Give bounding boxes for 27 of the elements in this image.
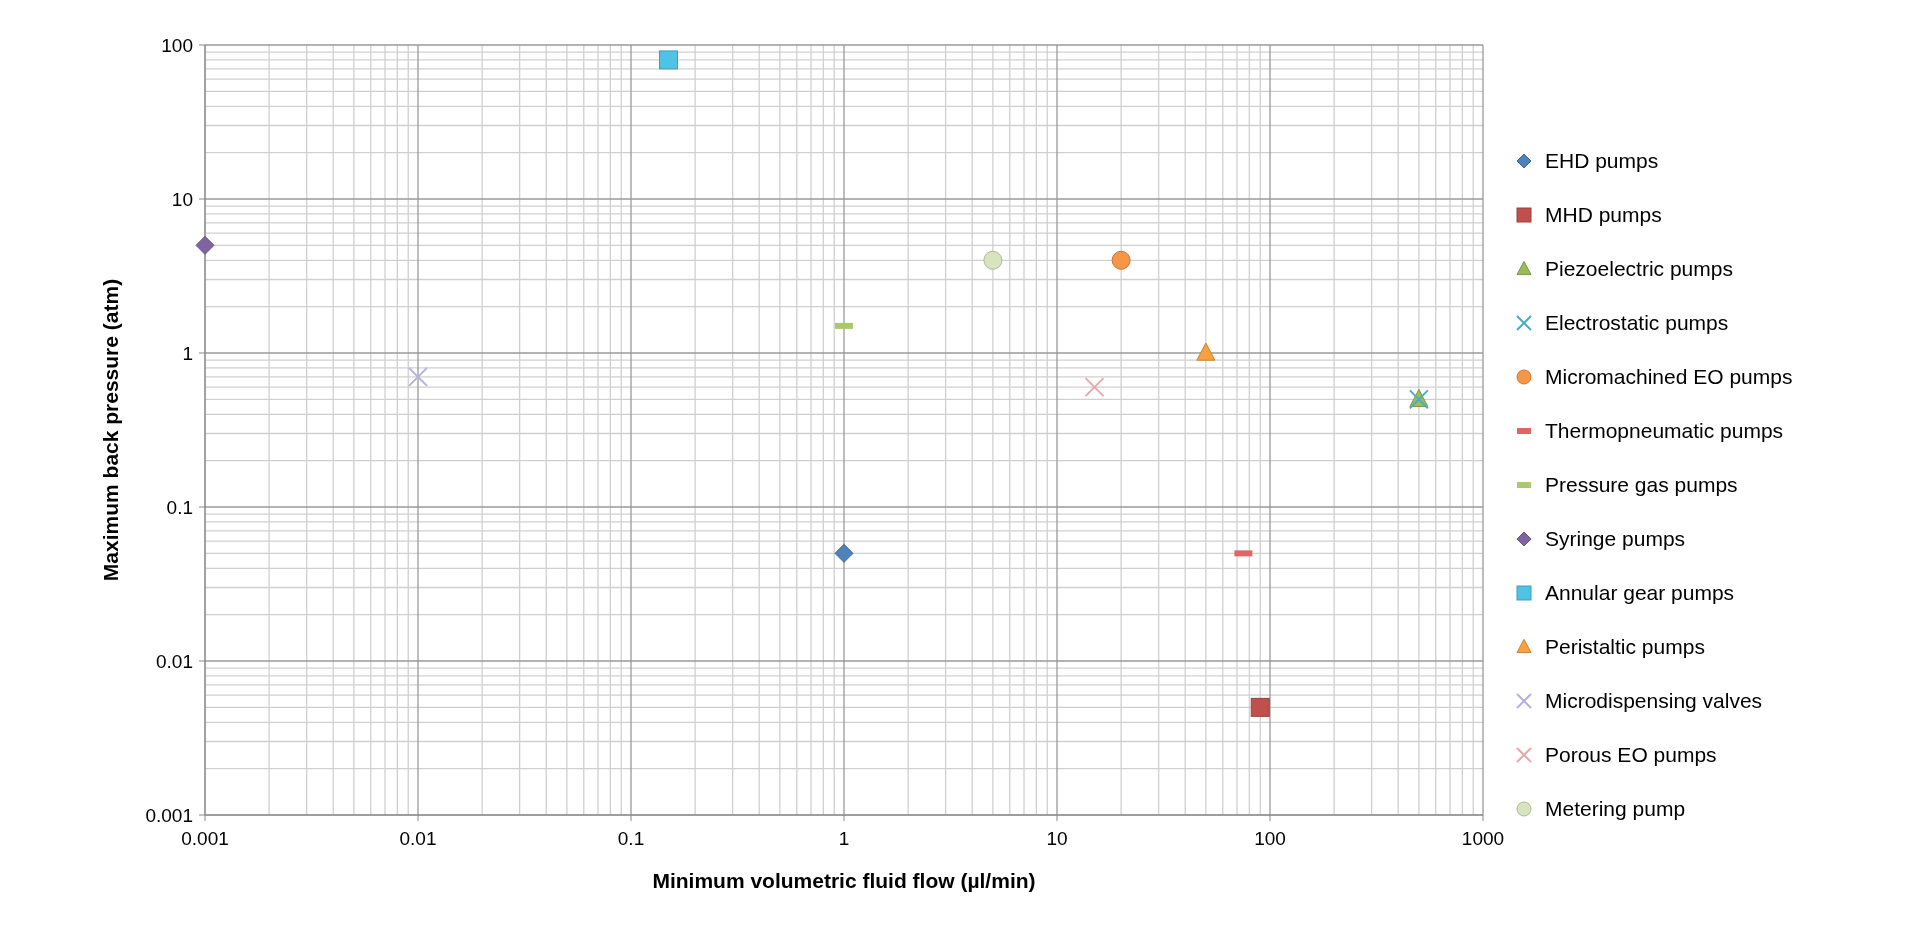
legend-label: Electrostatic pumps bbox=[1545, 311, 1729, 335]
legend-label: Microdispensing valves bbox=[1545, 689, 1763, 713]
x-axis-title: Minimum volumetric fluid flow (µl/min) bbox=[652, 869, 1036, 892]
legend-label: Thermopneumatic pumps bbox=[1545, 419, 1784, 443]
legend-label: Annular gear pumps bbox=[1545, 581, 1735, 605]
y-tick-label: 0.01 bbox=[156, 650, 193, 672]
legend-label: EHD pumps bbox=[1545, 149, 1659, 173]
legend-label: Metering pump bbox=[1545, 797, 1686, 821]
legend-label: MHD pumps bbox=[1545, 203, 1662, 227]
x-tick-label: 10 bbox=[1046, 828, 1068, 849]
y-tick-label: 10 bbox=[171, 188, 193, 210]
legend-label: Micromachined EO pumps bbox=[1545, 365, 1793, 389]
y-tick-label: 0.001 bbox=[145, 804, 193, 826]
legend-label: Porous EO pumps bbox=[1545, 743, 1717, 767]
y-tick-label: 0.1 bbox=[166, 496, 193, 518]
y-axis-title: Maximum back pressure (atm) bbox=[99, 278, 122, 582]
y-tick-label: 100 bbox=[161, 34, 193, 56]
legend-label: Syringe pumps bbox=[1545, 527, 1686, 551]
y-tick-label: 1 bbox=[182, 342, 193, 364]
x-tick-label: 0.1 bbox=[617, 828, 645, 849]
x-tick-label: 0.01 bbox=[399, 828, 437, 849]
x-tick-label: 1000 bbox=[1461, 828, 1505, 849]
x-tick-label: 100 bbox=[1254, 828, 1286, 849]
legend-label: Pressure gas pumps bbox=[1545, 473, 1738, 497]
legend-label: Peristaltic pumps bbox=[1545, 635, 1705, 659]
x-tick-label: 1 bbox=[838, 828, 850, 849]
legend-label: Piezoelectric pumps bbox=[1545, 257, 1733, 281]
